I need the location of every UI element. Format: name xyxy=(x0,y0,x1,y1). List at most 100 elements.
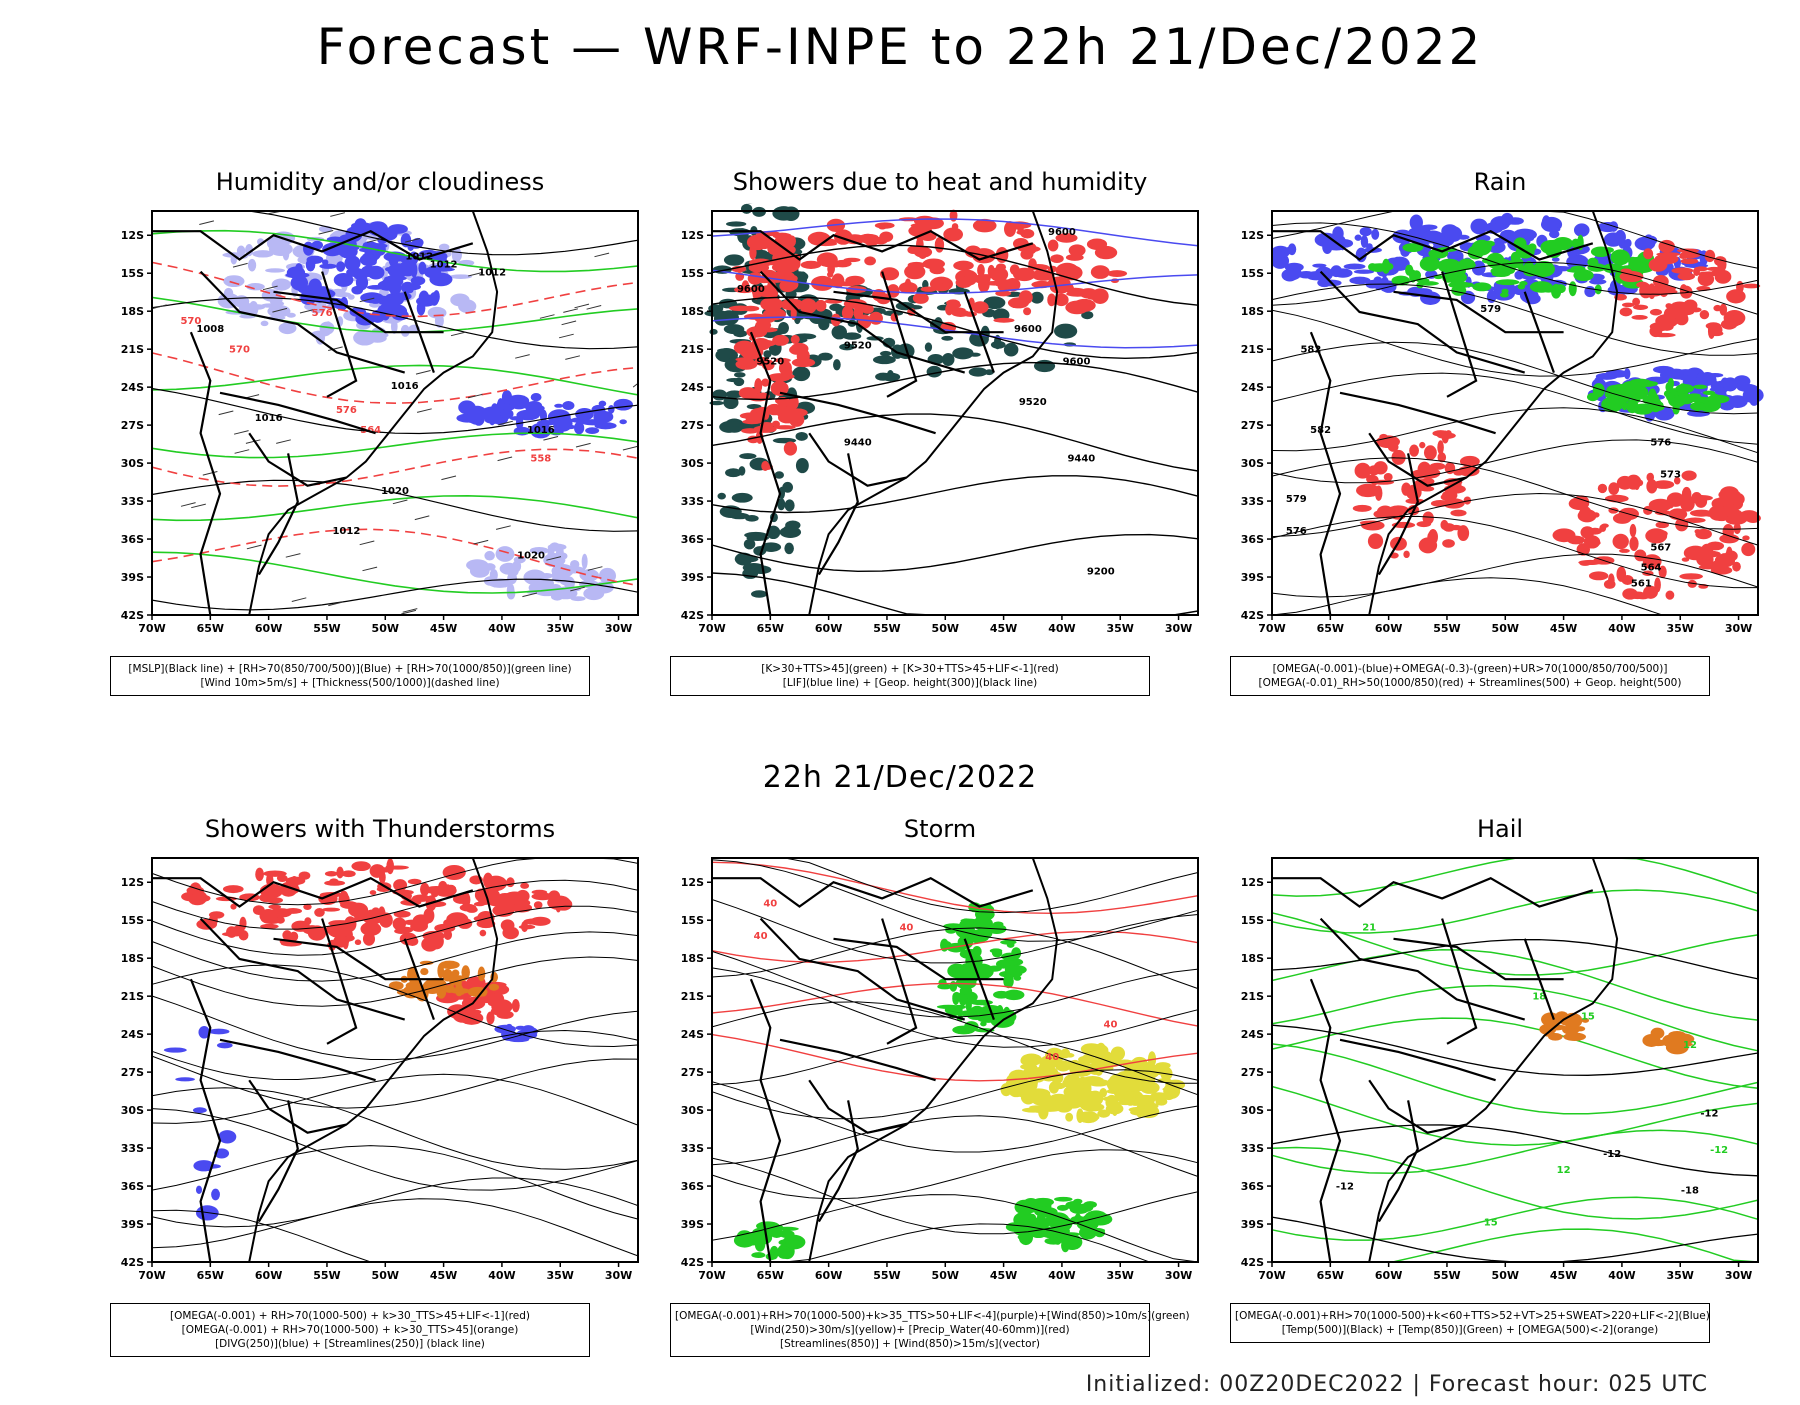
omega-red-area xyxy=(1741,543,1755,557)
legend-hail: [OMEGA(-0.001)+RH>70(1000-500)+k<60+TTS>… xyxy=(1230,1303,1710,1343)
lat-tick-label: 30S xyxy=(681,1104,704,1117)
wind-850-green xyxy=(777,1246,791,1259)
contour-label: 558 xyxy=(530,453,551,464)
wind-250-yellow xyxy=(1129,1085,1144,1092)
contour-label: -12 xyxy=(1710,1145,1728,1156)
lat-tick-label: 30S xyxy=(121,1104,144,1117)
omega-green-area xyxy=(1703,391,1715,395)
thunderstorm-red-area xyxy=(255,868,264,882)
omega-red-area xyxy=(1593,541,1600,545)
k-tts-lif-area xyxy=(1091,265,1110,279)
k-tts-lif-area xyxy=(843,258,860,262)
thunderstorm-orange-area xyxy=(439,961,459,969)
wind-850-green xyxy=(952,1026,975,1035)
thunderstorm-red-area xyxy=(548,890,560,901)
lon-tick-label: 70W xyxy=(698,622,725,635)
omega-red-area xyxy=(1619,549,1630,553)
k-tts-area xyxy=(723,421,742,427)
wind-850-green xyxy=(1075,1213,1081,1222)
divergence-blue xyxy=(175,1077,195,1081)
omega-blue-area xyxy=(1355,235,1362,241)
lat-tick-label: 39S xyxy=(681,571,704,584)
k-tts-area xyxy=(772,206,795,220)
omega-red-area xyxy=(1450,510,1466,517)
thunderstorm-red-area xyxy=(188,894,211,902)
lon-tick-label: 30W xyxy=(1725,622,1752,635)
omega-green-area xyxy=(1540,240,1561,254)
wind-250-yellow xyxy=(1006,1080,1017,1085)
rh-area xyxy=(419,290,430,305)
thunderstorm-red-area xyxy=(276,916,285,923)
lon-tick-label: 50W xyxy=(372,1269,399,1282)
thunderstorm-red-area xyxy=(379,871,386,884)
k-tts-area xyxy=(739,453,756,459)
contour-label: 570 xyxy=(229,344,250,355)
k-tts-area xyxy=(784,543,794,554)
k-tts-lif-area xyxy=(817,252,838,266)
contour-label: 40 xyxy=(899,923,913,934)
lon-tick-label: 65W xyxy=(757,622,784,635)
rh-area xyxy=(360,292,384,303)
rh-area xyxy=(361,258,376,266)
wind-850-green xyxy=(1053,1239,1060,1244)
lat-tick-label: 27S xyxy=(681,1066,704,1079)
thunderstorm-red-area xyxy=(534,901,543,908)
k-tts-lif-area xyxy=(845,276,865,286)
thunderstorm-red-area xyxy=(444,930,452,940)
lat-tick-label: 36S xyxy=(681,1180,704,1193)
lon-tick-label: 60W xyxy=(815,622,842,635)
wind-250-yellow xyxy=(1144,1103,1158,1109)
wind-250-yellow xyxy=(1032,1108,1048,1113)
rh-area-light xyxy=(261,321,269,326)
rh-area xyxy=(594,409,608,425)
legend-line: [Temp(500)](Black) + [Temp(850)](Green) … xyxy=(1235,1323,1705,1337)
lat-tick-label: 27S xyxy=(1241,1066,1264,1079)
rh-area xyxy=(388,224,408,234)
lon-tick-label: 55W xyxy=(313,1269,340,1282)
divergence-blue xyxy=(164,1047,187,1052)
omega-green-area xyxy=(1412,270,1421,280)
rh-area-light xyxy=(348,294,355,299)
omega-red-area xyxy=(1356,484,1380,497)
rh-area-light xyxy=(484,551,495,561)
lat-tick-label: 21S xyxy=(121,990,144,1003)
rh-area xyxy=(306,258,316,271)
legend-line: [OMEGA(-0.001)+RH>70(1000-500)+k>35_TTS>… xyxy=(675,1309,1145,1323)
k-tts-area xyxy=(724,254,744,265)
lon-tick-label: 50W xyxy=(372,622,399,635)
rh-area xyxy=(477,414,499,419)
forecast-time-title: 22h 21/Dec/2022 xyxy=(0,760,1800,795)
rh-area xyxy=(599,401,607,407)
wind-250-yellow xyxy=(1079,1094,1101,1104)
lon-tick-label: 45W xyxy=(1550,622,1577,635)
k-tts-lif-area xyxy=(1107,270,1127,277)
lat-tick-label: 33S xyxy=(1241,495,1264,508)
wind-250-yellow xyxy=(1056,1101,1073,1113)
omega-green-area xyxy=(1707,395,1730,404)
omega-red-area xyxy=(1409,445,1419,457)
omega-blue-area xyxy=(1574,223,1590,236)
omega-red-area xyxy=(1384,473,1393,481)
legend-line: [MSLP](Black line) + [RH>70(850/700/500)… xyxy=(115,662,585,676)
rh-area-light xyxy=(272,279,291,291)
omega-red-area xyxy=(1620,307,1633,316)
thunderstorm-red-area xyxy=(259,909,277,923)
wind-850-green xyxy=(937,1005,960,1009)
k-tts-area xyxy=(724,324,745,334)
lat-tick-label: 12S xyxy=(1241,229,1264,242)
contour-label: 15 xyxy=(1581,1012,1595,1023)
divergence-blue xyxy=(196,1186,202,1194)
lon-tick-label: 30W xyxy=(1725,1269,1752,1282)
legend-line: [LIF](blue line) + [Geop. height(300)](b… xyxy=(675,676,1145,690)
k-tts-lif-area xyxy=(977,264,985,277)
wind-850-green xyxy=(993,991,1010,999)
legend-line: [Wind 10m>5m/s] + [Thickness(500/1000)](… xyxy=(115,676,585,690)
omega-red-area xyxy=(1732,562,1741,572)
rh-area-light xyxy=(450,294,469,307)
omega-red-area xyxy=(1660,322,1674,330)
rh-area xyxy=(510,416,523,420)
divergence-blue xyxy=(208,1029,229,1035)
omega-green-area xyxy=(1501,289,1508,294)
